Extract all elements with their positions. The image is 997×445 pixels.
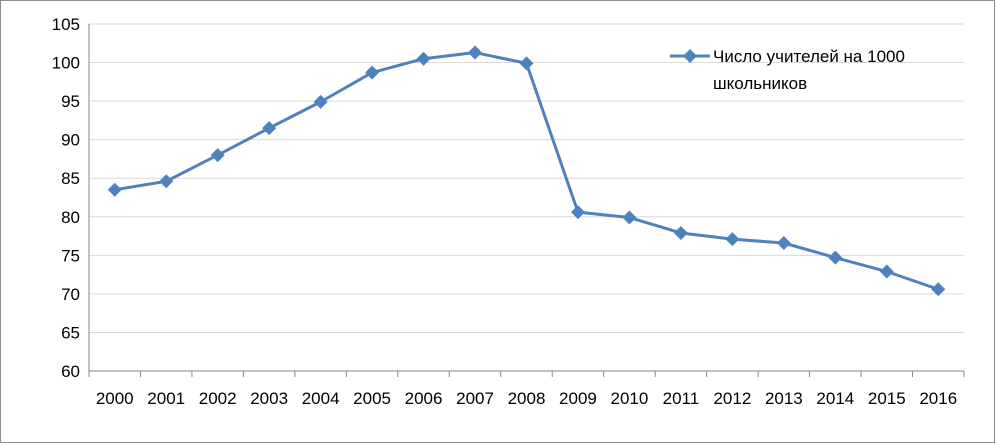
x-tick-label-2003: 2003 (250, 389, 288, 408)
x-tick-label-2016: 2016 (919, 389, 957, 408)
y-tick-label-60: 60 (61, 362, 80, 381)
x-tick-label-2001: 2001 (147, 389, 185, 408)
y-tick-label-75: 75 (61, 246, 80, 265)
legend: Число учителей на 1000 школьников (670, 47, 905, 93)
data-point-2004 (313, 94, 328, 109)
series-line-0 (114, 51, 939, 291)
y-tick-label-70: 70 (61, 285, 80, 304)
x-tick-label-2002: 2002 (199, 389, 237, 408)
x-tick-label-2010: 2010 (611, 389, 649, 408)
x-tick-label-2007: 2007 (456, 389, 494, 408)
x-tick-labels: 2000 2001 2002 2003 2004 2005 2006 2007 2008 2009… (96, 389, 957, 408)
y-tick-label-85: 85 (61, 169, 80, 188)
data-point-2012 (725, 232, 740, 247)
data-point-2009 (570, 205, 585, 220)
data-point-2010 (622, 210, 637, 225)
x-tick-label-2005: 2005 (353, 389, 391, 408)
data-point-2002 (210, 148, 225, 163)
x-tick-label-2008: 2008 (508, 389, 546, 408)
legend-label-line-2: школьников (713, 74, 807, 93)
gridlines (89, 23, 964, 333)
data-point-2013 (776, 235, 791, 250)
data-point-2008 (519, 56, 534, 71)
y-tick-label-80: 80 (61, 208, 80, 227)
x-tick-label-2009: 2009 (559, 389, 597, 408)
x-tick-label-2011: 2011 (663, 389, 700, 408)
x-tick-label-2006: 2006 (405, 389, 443, 408)
data-point-2011 (673, 225, 688, 240)
y-tick-label-105: 105 (52, 15, 80, 34)
data-point-2000 (107, 182, 122, 197)
x-tick-label-2012: 2012 (713, 389, 751, 408)
x-tick-label-2013: 2013 (765, 389, 803, 408)
data-point-2005 (365, 65, 380, 80)
axes (88, 24, 965, 377)
data-point-2014 (828, 250, 843, 265)
x-tick-label-2004: 2004 (302, 389, 340, 408)
data-point-2003 (262, 121, 277, 136)
legend-label-line-1: Число учителей на 1000 (713, 47, 905, 66)
y-tick-label-95: 95 (61, 92, 80, 111)
data-point-2001 (159, 174, 174, 189)
legend-diamond-marker (683, 49, 697, 63)
data-point-2015 (879, 264, 894, 279)
data-point-2006 (416, 51, 431, 66)
x-tick-label-2000: 2000 (96, 389, 134, 408)
y-tick-labels: 60 65 70 75 80 85 90 95 100 105 (52, 15, 80, 381)
data-point-2016 (931, 282, 946, 297)
x-tick-label-2014: 2014 (816, 389, 854, 408)
y-tick-label-100: 100 (52, 54, 80, 73)
y-tick-label-90: 90 (61, 131, 80, 150)
data-point-2007 (468, 45, 483, 60)
x-tick-label-2015: 2015 (868, 389, 906, 408)
y-tick-label-65: 65 (61, 323, 80, 342)
series-layer (107, 45, 946, 297)
